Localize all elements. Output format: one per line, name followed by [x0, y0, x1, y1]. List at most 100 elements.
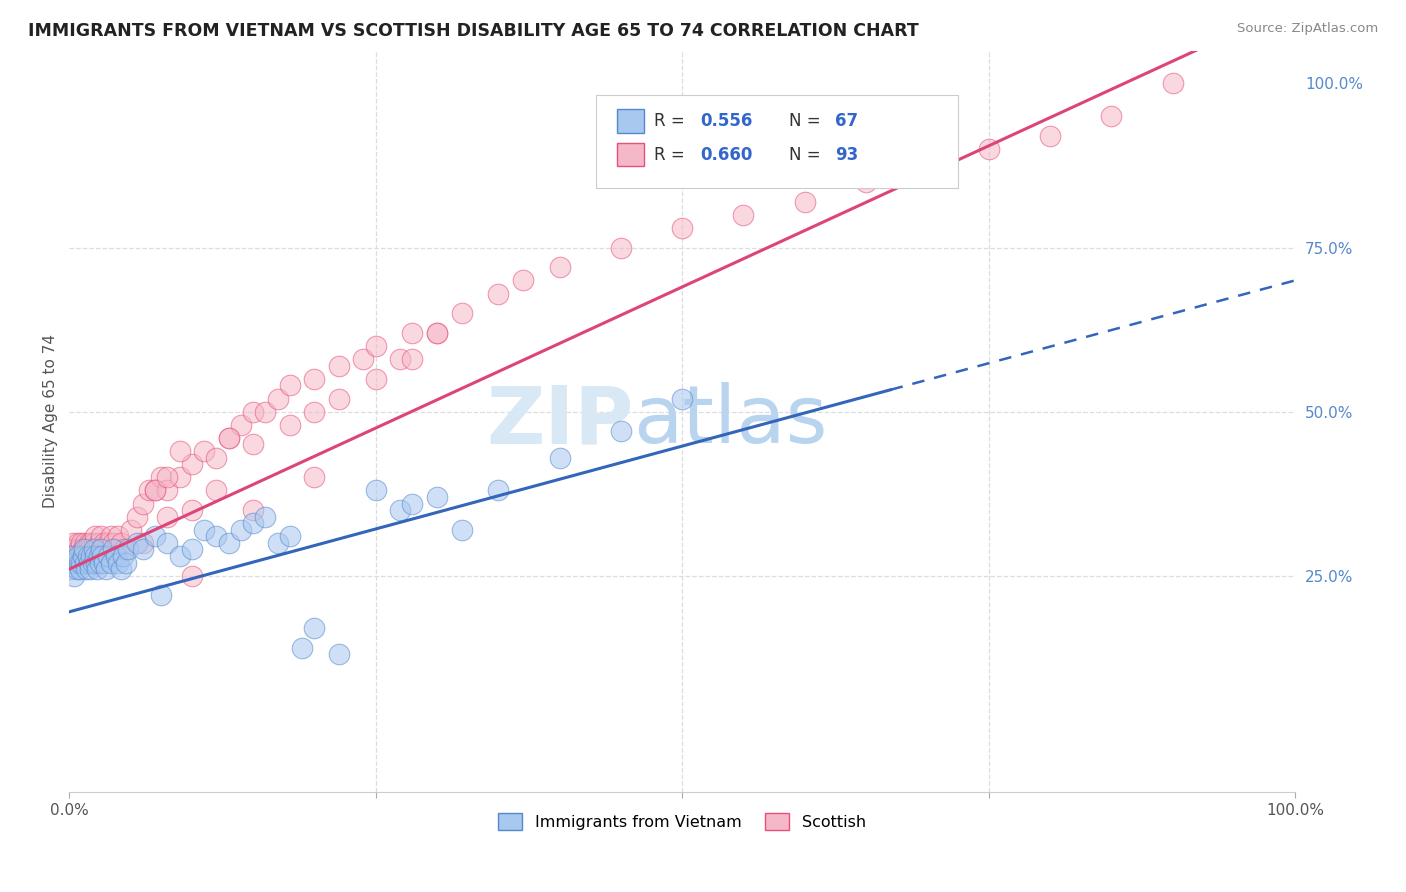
Point: [486, 483, 509, 498]
Point: [242, 503, 264, 517]
Point: [75, 562, 97, 576]
Point: [94, 562, 117, 576]
Point: [69, 549, 91, 563]
Point: [364, 372, 387, 386]
Point: [70, 536, 93, 550]
Point: [103, 536, 125, 550]
Point: [107, 529, 129, 543]
Point: [156, 509, 179, 524]
Point: [80, 549, 103, 563]
Point: [72, 549, 94, 563]
Point: [66, 549, 89, 563]
Point: [112, 542, 135, 557]
Point: [733, 208, 755, 222]
Point: [353, 352, 375, 367]
Point: [150, 589, 173, 603]
Point: [103, 542, 125, 557]
Point: [1039, 128, 1062, 143]
Point: [304, 404, 326, 418]
Point: [70, 556, 93, 570]
Point: [89, 556, 111, 570]
Text: N =: N =: [789, 112, 825, 130]
Point: [205, 483, 228, 498]
Point: [82, 549, 104, 563]
Point: [426, 326, 449, 340]
Point: [205, 450, 228, 465]
Point: [77, 556, 100, 570]
Point: [80, 536, 103, 550]
Point: [97, 536, 120, 550]
Text: 93: 93: [835, 145, 859, 163]
Text: 0.660: 0.660: [700, 145, 754, 163]
Point: [79, 542, 101, 557]
Point: [60, 556, 83, 570]
Point: [90, 542, 112, 557]
Point: [73, 549, 96, 563]
Point: [83, 536, 105, 550]
Point: [76, 549, 98, 563]
Point: [364, 339, 387, 353]
Text: ZIP: ZIP: [486, 383, 633, 460]
Point: [328, 392, 350, 406]
Point: [254, 404, 277, 418]
Point: [75, 542, 97, 557]
Point: [87, 549, 110, 563]
Point: [426, 490, 449, 504]
Point: [132, 496, 155, 510]
Text: 0.556: 0.556: [700, 112, 754, 130]
Point: [84, 556, 107, 570]
Point: [125, 509, 148, 524]
Point: [62, 536, 84, 550]
Point: [73, 542, 96, 557]
Point: [65, 549, 87, 563]
Point: [67, 542, 90, 557]
Point: [62, 549, 84, 563]
Point: [389, 352, 412, 367]
Point: [242, 516, 264, 531]
Point: [205, 529, 228, 543]
Point: [84, 542, 107, 557]
Point: [87, 536, 110, 550]
Point: [193, 444, 215, 458]
Y-axis label: Disability Age 65 to 74: Disability Age 65 to 74: [44, 334, 58, 508]
Point: [180, 457, 202, 471]
Bar: [617, 109, 644, 133]
Point: [83, 542, 105, 557]
Bar: [617, 143, 644, 167]
Point: [84, 549, 107, 563]
Point: [671, 392, 693, 406]
Point: [110, 536, 132, 550]
Point: [97, 549, 120, 563]
Point: [100, 529, 122, 543]
Point: [110, 562, 132, 576]
Point: [117, 542, 139, 557]
Point: [450, 523, 472, 537]
Point: [86, 549, 108, 563]
Point: [193, 523, 215, 537]
Point: [266, 536, 288, 550]
Point: [450, 306, 472, 320]
Text: Source: ZipAtlas.com: Source: ZipAtlas.com: [1237, 22, 1378, 36]
Point: [65, 542, 87, 557]
Point: [66, 536, 89, 550]
Point: [65, 562, 87, 576]
Point: [169, 549, 191, 563]
Point: [218, 431, 240, 445]
Point: [793, 194, 815, 209]
Point: [120, 523, 142, 537]
Point: [610, 241, 633, 255]
Point: [79, 562, 101, 576]
Point: [1161, 77, 1184, 91]
Point: [76, 549, 98, 563]
Point: [548, 260, 571, 275]
Point: [138, 483, 160, 498]
Point: [143, 483, 166, 498]
Point: [917, 155, 939, 169]
Point: [304, 372, 326, 386]
FancyBboxPatch shape: [596, 95, 957, 188]
Legend: Immigrants from Vietnam, Scottish: Immigrants from Vietnam, Scottish: [492, 807, 873, 836]
Point: [304, 621, 326, 635]
Point: [75, 556, 97, 570]
Point: [63, 556, 86, 570]
Point: [59, 562, 82, 576]
